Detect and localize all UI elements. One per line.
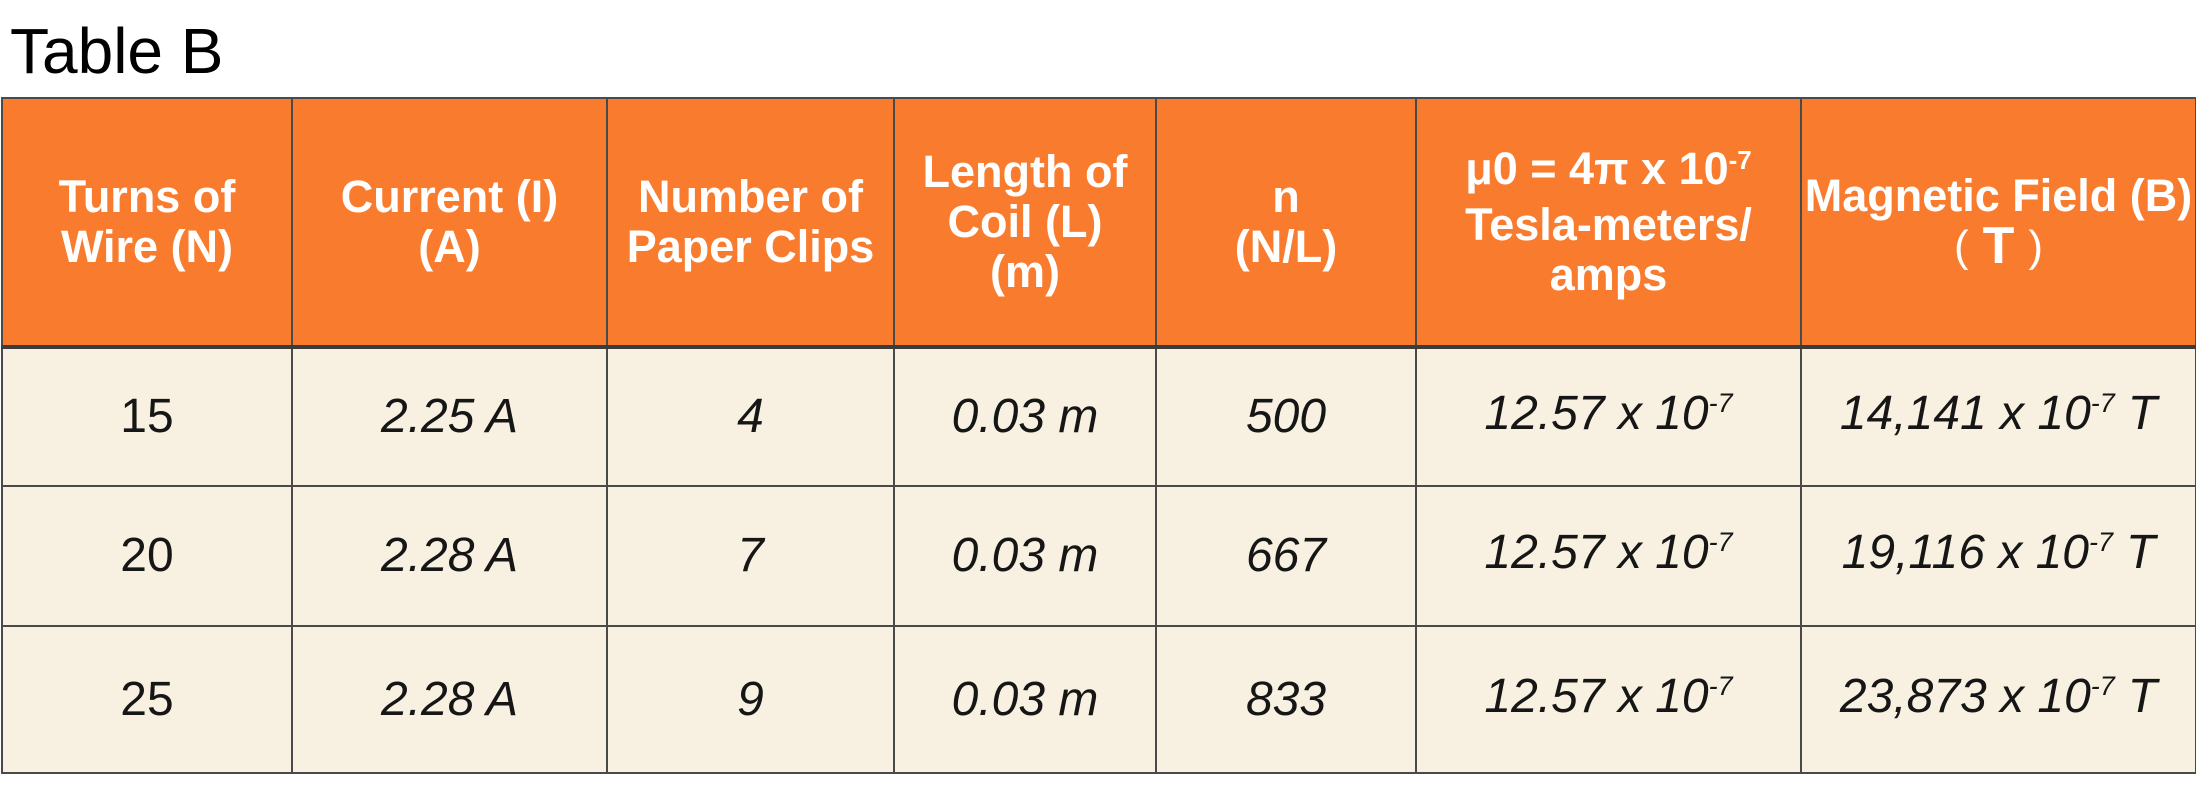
cell-current: 2.25 A xyxy=(291,346,608,487)
header-cell-current: Current (I) (A) xyxy=(291,97,608,349)
header-line: Current (I) xyxy=(340,171,559,222)
header-cell-n: n (N/L) xyxy=(1155,97,1417,349)
cell-coil-length: 0.03 m xyxy=(893,485,1157,627)
header-row: Turns of Wire (N) Current (I) (A) Number… xyxy=(1,97,2196,349)
header-cell-mu0: μ0 = 4π x 10-7 Tesla-meters/ amps xyxy=(1415,97,1802,349)
cell-mu0: 12.57 x 10-7 xyxy=(1415,485,1802,627)
table-row: 15 2.25 A 4 0.03 m 500 12.57 x 10-7 14,1… xyxy=(1,346,2196,487)
header-line: (N/L) xyxy=(1234,221,1338,272)
cell-mu0: 12.57 x 10-7 xyxy=(1415,346,1802,487)
tesla-unit: T xyxy=(1982,216,2015,275)
superscript: -7 xyxy=(2090,388,2115,418)
cell-n: 500 xyxy=(1155,346,1417,487)
header-line: Tesla-meters/ xyxy=(1465,199,1752,250)
superscript: -7 xyxy=(2090,670,2115,701)
tesla-unit: T xyxy=(2127,669,2158,723)
header-line: Magnetic Field (B) xyxy=(1804,169,2193,221)
cell-current: 2.28 A xyxy=(291,625,608,774)
mu0-formula: μ0 = 4π x 10-7 xyxy=(1465,143,1752,194)
superscript: -7 xyxy=(1728,145,1752,175)
cell-paper-clips: 4 xyxy=(606,346,895,487)
header-cell-coil-length: Length of Coil (L) (m) xyxy=(893,97,1157,349)
cell-coil-length: 0.03 m xyxy=(893,625,1157,774)
cell-turns: 20 xyxy=(1,485,293,627)
superscript: -7 xyxy=(2088,527,2113,557)
cell-mu0: 12.57 x 10-7 xyxy=(1415,625,1802,774)
data-table: Turns of Wire (N) Current (I) (A) Number… xyxy=(1,97,2196,774)
header-line: n xyxy=(1272,171,1300,222)
header-cell-magnetic-field: Magnetic Field (B) (T) xyxy=(1800,97,2196,349)
table-row: 25 2.28 A 9 0.03 m 833 12.57 x 10-7 23,8… xyxy=(1,625,2196,774)
header-line: Paper Clips xyxy=(626,221,875,272)
superscript: -7 xyxy=(1708,388,1733,418)
header-line: Turns of xyxy=(58,171,236,222)
header-line: Coil (L) xyxy=(947,196,1103,247)
page-title: Table B xyxy=(10,15,224,87)
cell-magnetic-field: 14,141 x 10-7 T xyxy=(1800,346,2196,487)
header-cell-turns: Turns of Wire (N) xyxy=(1,97,293,349)
cell-magnetic-field: 19,116 x 10-7 T xyxy=(1800,485,2196,627)
superscript: -7 xyxy=(1708,670,1733,701)
header-cell-paper-clips: Number of Paper Clips xyxy=(606,97,895,349)
cell-turns: 15 xyxy=(1,346,293,487)
cell-turns: 25 xyxy=(1,625,293,774)
tesla-unit: T xyxy=(2126,526,2156,579)
tesla-unit: T xyxy=(2127,387,2158,440)
table-row: 20 2.28 A 7 0.03 m 667 12.57 x 10-7 19,1… xyxy=(1,485,2196,627)
cell-magnetic-field: 23,873 x 10-7 T xyxy=(1800,625,2196,774)
header-line: Wire (N) xyxy=(60,221,234,272)
cell-paper-clips: 9 xyxy=(606,625,895,774)
header-line: Number of xyxy=(638,171,863,222)
header-line: (A) xyxy=(418,221,481,272)
field-unit-line: (T) xyxy=(1953,216,2044,275)
header-line: amps xyxy=(1549,249,1668,300)
cell-coil-length: 0.03 m xyxy=(893,346,1157,487)
header-line: Length of xyxy=(922,146,1128,197)
cell-n: 667 xyxy=(1155,485,1417,627)
cell-current: 2.28 A xyxy=(291,485,608,627)
header-line: (m) xyxy=(990,246,1060,297)
cell-n: 833 xyxy=(1155,625,1417,774)
cell-paper-clips: 7 xyxy=(606,485,895,627)
superscript: -7 xyxy=(1708,527,1733,557)
